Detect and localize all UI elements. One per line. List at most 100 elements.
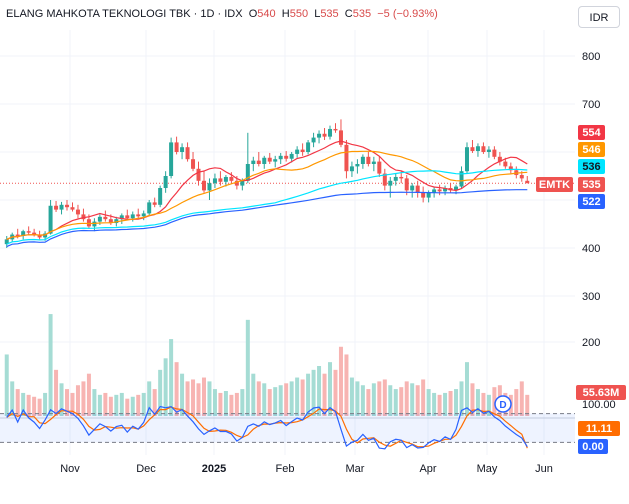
candle-body[interactable]: [317, 133, 322, 138]
candle-body[interactable]: [371, 161, 376, 164]
candle-body[interactable]: [355, 164, 360, 167]
candle-body[interactable]: [92, 221, 97, 227]
candle-body[interactable]: [201, 180, 206, 191]
candle-body[interactable]: [399, 176, 404, 179]
candle-body[interactable]: [388, 180, 393, 186]
candle-body[interactable]: [322, 133, 327, 137]
candle-body[interactable]: [48, 205, 53, 234]
candle-body[interactable]: [464, 147, 469, 172]
candle-body[interactable]: [295, 149, 300, 154]
candle-body[interactable]: [245, 164, 250, 181]
candle-body[interactable]: [251, 160, 256, 164]
candle-body[interactable]: [4, 239, 9, 245]
candle-body[interactable]: [163, 176, 168, 188]
candle-body[interactable]: [125, 215, 130, 219]
candle-body[interactable]: [26, 231, 31, 233]
candle-body[interactable]: [97, 216, 102, 222]
candle-body[interactable]: [191, 159, 196, 169]
candle-body[interactable]: [519, 175, 524, 179]
candle-body[interactable]: [256, 160, 261, 164]
candle-body[interactable]: [382, 173, 387, 186]
volume-bar: [470, 383, 475, 416]
candle-body[interactable]: [229, 176, 234, 181]
candle-body[interactable]: [410, 185, 415, 191]
candle-body[interactable]: [497, 156, 502, 162]
candle-body[interactable]: [262, 157, 267, 164]
currency-button[interactable]: IDR: [578, 6, 620, 28]
candle-body[interactable]: [503, 161, 508, 167]
candle-body[interactable]: [306, 142, 311, 152]
candle-body[interactable]: [180, 147, 185, 152]
candle-body[interactable]: [486, 149, 491, 152]
candle-body[interactable]: [75, 209, 80, 215]
candle-body[interactable]: [328, 128, 333, 137]
candle-body[interactable]: [366, 156, 371, 164]
candle-body[interactable]: [360, 156, 365, 164]
candle-body[interactable]: [212, 178, 217, 184]
candle-body[interactable]: [147, 202, 152, 214]
candle-body[interactable]: [223, 176, 228, 182]
candle-body[interactable]: [130, 214, 135, 219]
candle-body[interactable]: [103, 216, 108, 220]
candle-body[interactable]: [338, 130, 343, 145]
candle-body[interactable]: [119, 215, 124, 220]
candle-body[interactable]: [70, 207, 75, 210]
candle-body[interactable]: [432, 189, 437, 193]
candle-body[interactable]: [240, 180, 245, 186]
candle-body[interactable]: [54, 205, 59, 210]
candle-body[interactable]: [43, 233, 48, 238]
candle-body[interactable]: [426, 192, 431, 198]
candle-body[interactable]: [508, 166, 513, 171]
candle-body[interactable]: [32, 232, 37, 235]
candle-body[interactable]: [108, 219, 113, 224]
candle-body[interactable]: [333, 128, 338, 131]
candle-body[interactable]: [311, 137, 316, 143]
candle-body[interactable]: [15, 234, 20, 236]
candle-body[interactable]: [470, 147, 475, 152]
candle-body[interactable]: [81, 214, 86, 220]
candle-body[interactable]: [174, 142, 179, 152]
candle-body[interactable]: [21, 231, 26, 236]
candle-body[interactable]: [278, 155, 283, 160]
candle-body[interactable]: [136, 214, 141, 217]
candle-body[interactable]: [344, 144, 349, 172]
candle-body[interactable]: [437, 189, 442, 192]
candle-body[interactable]: [86, 219, 91, 227]
candle-body[interactable]: [185, 147, 190, 160]
candle-body[interactable]: [377, 161, 382, 174]
candle-body[interactable]: [169, 142, 174, 176]
dividend-marker-icon[interactable]: [494, 395, 512, 413]
candle-body[interactable]: [114, 219, 119, 224]
candle-body[interactable]: [300, 149, 305, 152]
candle-body[interactable]: [59, 204, 64, 210]
candle-body[interactable]: [207, 183, 212, 191]
candle-body[interactable]: [481, 146, 486, 152]
candle-body[interactable]: [349, 166, 354, 172]
candle-body[interactable]: [141, 213, 146, 217]
interval-label[interactable]: 1D: [200, 8, 215, 20]
candle-body[interactable]: [37, 234, 42, 238]
candle-body[interactable]: [492, 149, 497, 157]
candle-body[interactable]: [284, 155, 289, 159]
candle-body[interactable]: [158, 188, 163, 205]
candle-body[interactable]: [267, 157, 272, 162]
candle-body[interactable]: [475, 146, 480, 152]
candle-body[interactable]: [421, 192, 426, 198]
candle-body[interactable]: [152, 202, 157, 205]
candle-body[interactable]: [454, 186, 459, 191]
candle-body[interactable]: [443, 188, 448, 192]
candle-body[interactable]: [218, 178, 223, 182]
candle-body[interactable]: [459, 171, 464, 187]
candle-body[interactable]: [415, 185, 420, 193]
candle-body[interactable]: [65, 204, 70, 208]
candle-body[interactable]: [196, 168, 201, 181]
candle-body[interactable]: [273, 159, 278, 162]
candle-body[interactable]: [404, 178, 409, 191]
candle-body[interactable]: [234, 180, 239, 186]
symbol-name[interactable]: ELANG MAHKOTA TEKNOLOGI TBK: [6, 8, 191, 20]
candle-body[interactable]: [525, 180, 530, 184]
ticker-tag-bg: [536, 177, 573, 192]
candle-body[interactable]: [393, 176, 398, 181]
candle-body[interactable]: [289, 153, 294, 159]
